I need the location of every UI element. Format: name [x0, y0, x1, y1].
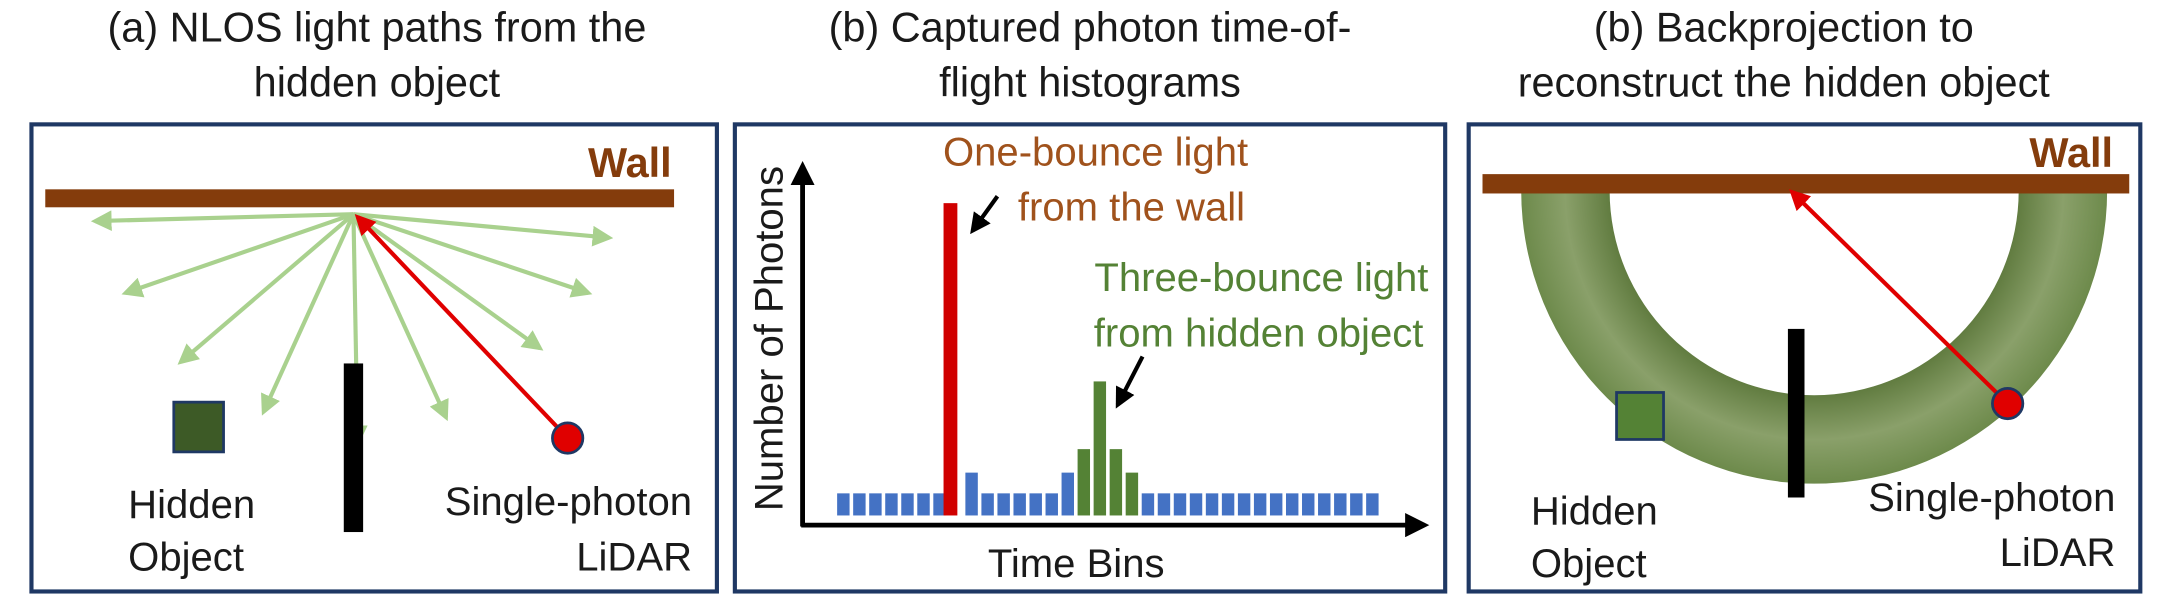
occluder [343, 363, 364, 533]
annotation: Three-bounce light [1094, 256, 1428, 300]
pointer [970, 195, 1000, 235]
wall [1482, 174, 2130, 194]
title: (b) Captured photon time-of- [829, 3, 1352, 50]
bin [1077, 449, 1091, 516]
pointer [1115, 355, 1145, 409]
bin [1173, 493, 1187, 516]
bin [901, 493, 914, 516]
lidar [1991, 386, 2025, 421]
label: Hidden [128, 483, 255, 527]
bin [853, 493, 866, 516]
title: hidden object [254, 59, 501, 106]
title: flight histograms [939, 59, 1241, 106]
panel-b: (b) Captured photon time-of- flight hist… [732, 3, 1448, 594]
label: Single-photon [445, 480, 692, 524]
bin [1318, 493, 1331, 516]
bin [1093, 381, 1107, 516]
axis-label: Time Bins [988, 542, 1165, 586]
axis-label: Number of Photons [748, 166, 792, 511]
label: Single-photon [1868, 476, 2115, 520]
bin [1013, 493, 1026, 516]
bin [1285, 493, 1299, 516]
label: Hidden [1531, 490, 1658, 534]
bin [1253, 493, 1267, 516]
bin [1061, 472, 1074, 516]
bin [1045, 493, 1058, 516]
laser [1789, 189, 2010, 406]
bin [1205, 493, 1219, 516]
bin [965, 472, 978, 516]
wall-label: Wall [588, 139, 672, 186]
bin [1189, 493, 1203, 516]
histogram [837, 381, 1379, 516]
label: LiDAR [576, 535, 692, 579]
annotation: from hidden object [1094, 311, 1424, 355]
lidar [551, 421, 585, 455]
bin [1141, 493, 1155, 516]
bin [997, 493, 1010, 516]
panel-border [732, 122, 1448, 594]
backprojection-ring [1521, 176, 2108, 484]
bin [1350, 493, 1363, 516]
panel-c: (b) Backprojection to reconstruct the hi… [1466, 3, 2143, 594]
bin [837, 493, 850, 516]
bin [981, 493, 994, 516]
wall-peak [943, 203, 958, 516]
annotation: from the wall [1018, 186, 1245, 230]
annotation: One-bounce light [943, 130, 1248, 174]
laser [354, 213, 570, 440]
hidden-object [172, 400, 225, 454]
bin [1029, 493, 1042, 516]
bin [1109, 449, 1123, 516]
bin [1269, 493, 1283, 516]
title: (b) Backprojection to [1594, 3, 1974, 50]
bin [1334, 493, 1347, 516]
panel-a: (a) NLOS light paths from the hidden obj… [29, 3, 719, 594]
bin [1366, 493, 1379, 516]
label: LiDAR [2000, 531, 2116, 575]
bin [1221, 493, 1235, 516]
bin [1302, 493, 1315, 516]
bin [869, 493, 882, 516]
label: Object [128, 535, 244, 579]
panel-border [29, 122, 719, 594]
occluder [1787, 328, 1805, 498]
wall-label: Wall [2029, 129, 2113, 176]
title: (a) NLOS light paths from the [107, 3, 646, 50]
wall [45, 189, 675, 208]
bin [1157, 493, 1171, 516]
bin [885, 493, 898, 516]
bin [1125, 472, 1139, 516]
panel-border [1466, 122, 2143, 594]
hidden-object [1615, 391, 1665, 441]
title: reconstruct the hidden object [1518, 59, 2051, 106]
bin [1237, 493, 1251, 516]
label: Object [1531, 542, 1647, 586]
light-paths [90, 210, 614, 447]
bin [917, 493, 930, 516]
bin [933, 493, 946, 516]
